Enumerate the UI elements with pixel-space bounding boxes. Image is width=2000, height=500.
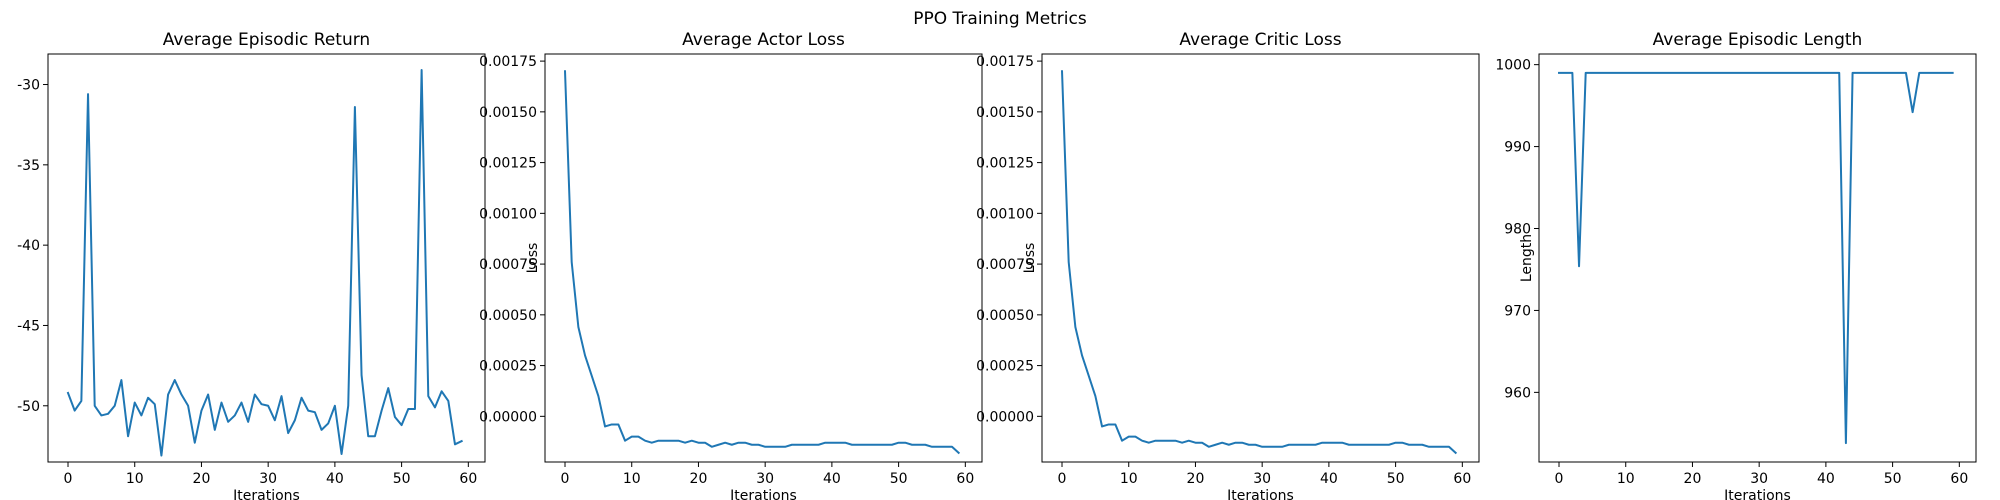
panel-4-frame [1538, 53, 1977, 463]
panel-2-ytick-label: 0.00000 [479, 409, 537, 425]
panel-3-xtick-label: 40 [1320, 471, 1338, 487]
panel-1-series-line-1 [66, 69, 463, 457]
panel-4-xtick-label: 0 [1555, 471, 1564, 487]
panel-2: Average Actor Loss 0 10 20 30 40 50 60 0.00000 0.… [479, 30, 983, 500]
panel-2-ytick-label: 0.00025 [479, 359, 537, 375]
panel-1-xtick-label: 20 [193, 471, 211, 487]
panel-4-ylabel: Length [1519, 234, 1535, 282]
panel-2-ytick-label: 0.00150 [479, 105, 537, 121]
panel-4-xtick-label: 10 [1617, 471, 1635, 487]
panel-2-title: Average Actor Loss [682, 30, 845, 50]
panel-3-ytick-label: 0.00075 [976, 257, 1034, 273]
panel-2-ylabel: Loss [525, 243, 541, 274]
panel-2-ytick-label: 0.00175 [479, 54, 537, 70]
panel-1-xtick-label: 40 [326, 471, 344, 487]
panel-2-ytick-label: 0.00050 [479, 308, 537, 324]
panel-3-xlabel: Iterations [1227, 488, 1294, 500]
panel-2-ytick-label: 0.00125 [479, 156, 537, 172]
panel-1-ytick-label: -40 [17, 238, 40, 254]
panel-3-title: Average Critic Loss [1179, 30, 1341, 50]
panel-4-ytick-label: 960 [1504, 385, 1531, 401]
panel-4-ytick-label: 980 [1504, 222, 1531, 238]
figure-suptitle: PPO Training Metrics [913, 9, 1087, 29]
panel-3-frame [1041, 53, 1480, 463]
panel-4-series-line-1 [1558, 71, 1954, 445]
panel-4-ytick-label: 1000 [1495, 58, 1531, 74]
panels: Average Episodic Return 0 10 20 30 40 50 60 -50 -… [17, 30, 1977, 500]
panel-2-ytick-label: 0.00100 [479, 206, 537, 222]
panel-3-xtick-label: 10 [1120, 471, 1138, 487]
panel-2-xtick-label: 40 [823, 471, 841, 487]
panel-1-title: Average Episodic Return [163, 30, 370, 50]
panel-1-xtick-label: 10 [126, 471, 144, 487]
panel-4-xlabel: Iterations [1724, 488, 1791, 500]
panel-1-xtick-label: 50 [393, 471, 411, 487]
panel-2-xtick-label: 60 [956, 471, 974, 487]
panel-1-xtick-label: 0 [64, 471, 73, 487]
panel-3-ytick-label: 0.00125 [976, 156, 1034, 172]
panel-4-ytick-label: 970 [1504, 303, 1531, 319]
panel-4-xtick-label: 30 [1750, 471, 1768, 487]
panel-1-xlabel: Iterations [233, 488, 300, 500]
panel-1-ytick-label: -50 [17, 399, 40, 415]
panel-3-series-line-1 [1060, 70, 1458, 455]
panel-2-ytick-label: 0.00075 [479, 257, 537, 273]
panel-3-ytick-label: 0.00050 [976, 308, 1034, 324]
panel-3-ylabel: Loss [1022, 243, 1038, 274]
panel-2-series-line-1 [563, 70, 961, 455]
panel-2-xlabel: Iterations [730, 488, 797, 500]
panel-1-ytick-label: -45 [17, 318, 40, 334]
panel-2-xtick-label: 20 [690, 471, 708, 487]
panel-2-xtick-label: 30 [756, 471, 774, 487]
panel-2-xtick-label: 50 [890, 471, 908, 487]
panel-4-title: Average Episodic Length [1653, 30, 1863, 50]
panel-3-xtick-label: 0 [1058, 471, 1067, 487]
panel-3-ytick-label: 0.00100 [976, 206, 1034, 222]
panel-4-xtick-label: 50 [1884, 471, 1902, 487]
panel-3-xtick-label: 50 [1387, 471, 1405, 487]
panel-4: Average Episodic Length 0 10 20 30 40 50 60 960 9… [1495, 30, 1977, 500]
panel-3-ytick-label: 0.00150 [976, 105, 1034, 121]
panel-1-xtick-label: 60 [459, 471, 477, 487]
panel-4-ytick-label: 990 [1504, 140, 1531, 156]
panel-3-xtick-label: 30 [1253, 471, 1271, 487]
panel-4-xtick-label: 60 [1950, 471, 1968, 487]
panel-1-ytick-label: -35 [17, 158, 40, 174]
panel-3-ytick-label: 0.00025 [976, 359, 1034, 375]
panel-4-xtick-label: 20 [1684, 471, 1702, 487]
panel-1-ytick-label: -30 [17, 78, 40, 94]
panel-3-xtick-label: 60 [1453, 471, 1471, 487]
panel-1-xtick-label: 30 [259, 471, 277, 487]
panel-3: Average Critic Loss 0 10 20 30 40 50 60 0.00000 0… [976, 30, 1480, 500]
panel-3-ytick-label: 0.00000 [976, 409, 1034, 425]
panel-1-frame [47, 53, 486, 463]
panel-1: Average Episodic Return 0 10 20 30 40 50 60 -50 -… [17, 30, 486, 500]
panel-2-xtick-label: 10 [623, 471, 641, 487]
panel-2-xtick-label: 0 [561, 471, 570, 487]
panel-4-xtick-label: 40 [1817, 471, 1835, 487]
panel-2-frame [544, 53, 983, 463]
panel-3-ytick-label: 0.00175 [976, 54, 1034, 70]
panel-3-xtick-label: 20 [1187, 471, 1205, 487]
